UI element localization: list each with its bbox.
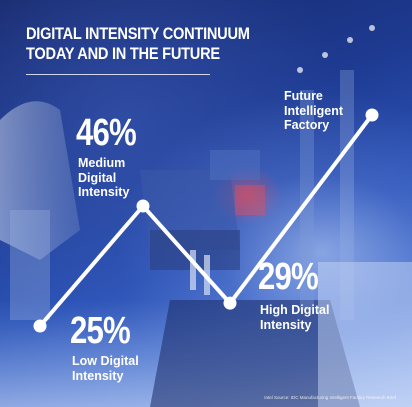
source-footnote: Intel Source: IDC Manufacturing Intellig… — [264, 395, 396, 400]
chart-title: DIGITAL INTENSITY CONTINUUM TODAY AND IN… — [26, 24, 250, 64]
category-label-medium: Medium Digital Intensity — [78, 156, 130, 199]
data-point-high — [223, 296, 237, 310]
category-label-high: High Digital Intensity — [260, 303, 330, 332]
data-label-high-value: 29% — [258, 256, 319, 298]
title-line-1: DIGITAL INTENSITY CONTINUUM — [26, 24, 250, 43]
data-label-low-value: 25% — [70, 310, 131, 352]
data-point-future — [365, 108, 379, 122]
data-label-medium-value: 46% — [76, 112, 137, 154]
data-point-low — [33, 319, 47, 333]
category-label-low: Low Digital Intensity — [72, 354, 139, 383]
title-line-2: TODAY AND IN THE FUTURE — [26, 44, 220, 63]
data-point-medium — [136, 199, 150, 213]
category-label-future: Future Intelligent Factory — [284, 89, 344, 132]
title-divider — [26, 74, 210, 75]
series-line — [38, 113, 374, 328]
